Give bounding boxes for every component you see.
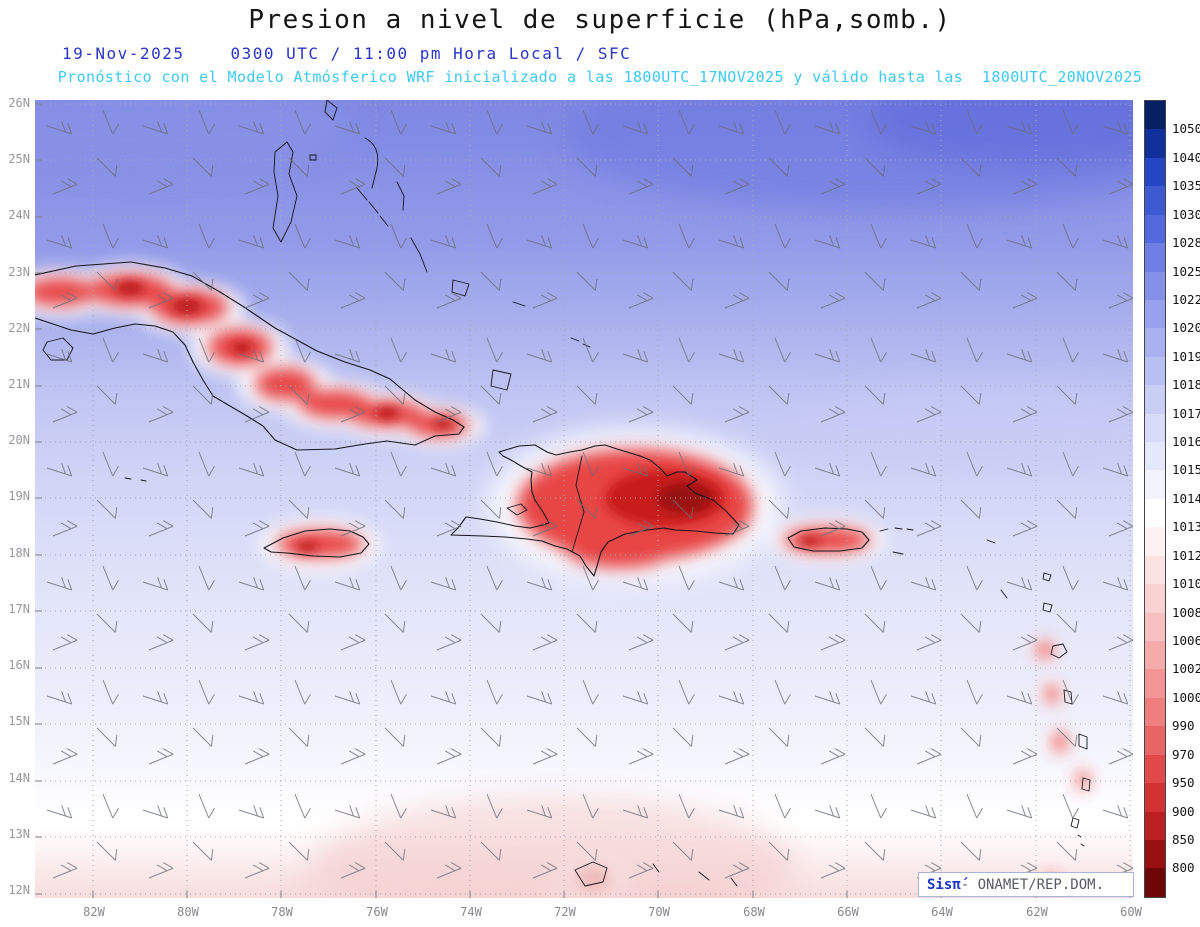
colorbar-tick-label: 850 — [1172, 831, 1195, 847]
colorbar-cell: 1015 — [1145, 442, 1200, 477]
colorbar-cell: 1000 — [1145, 669, 1200, 705]
lat-label: 18N — [8, 546, 30, 560]
lat-label: 15N — [8, 714, 30, 728]
colorbar-cell: 1012 — [1145, 527, 1200, 563]
lat-label: 22N — [8, 321, 30, 335]
pressure-map-canvas — [0, 60, 1200, 927]
colorbar-cell: 1022 — [1145, 271, 1200, 307]
colorbar-cell: 1025 — [1145, 243, 1200, 279]
lon-label: 70W — [648, 905, 670, 919]
colorbar-cell — [1145, 868, 1165, 897]
datetime-line: 19-Nov-2025 0300 UTC / 11:00 pm Hora Loc… — [0, 44, 1200, 63]
lon-label: 78W — [271, 905, 293, 919]
lat-label: 14N — [8, 771, 30, 785]
lat-label: 19N — [8, 489, 30, 503]
colorbar-tick-label: 1019 — [1172, 348, 1200, 364]
colorbar-tick-label: 1017 — [1172, 405, 1200, 421]
colorbar-cell: 850 — [1145, 811, 1195, 847]
lat-label: 25N — [8, 152, 30, 166]
lon-label: 80W — [177, 905, 199, 919]
colorbar-cell: 1013 — [1145, 498, 1200, 534]
colorbar-cell: 1040 — [1145, 129, 1200, 165]
colorbar-tick-label: 1014 — [1172, 490, 1200, 506]
colorbar-tick-label: 1040 — [1172, 149, 1200, 165]
colorbar-tick-label: 950 — [1172, 775, 1195, 791]
lat-label: 16N — [8, 658, 30, 672]
lon-label: 64W — [931, 905, 953, 919]
colorbar-tick-label: 1015 — [1172, 462, 1200, 478]
model-info-line: Pronóstico con el Modelo Atmósferico WRF… — [57, 68, 1143, 86]
forecast-time: 0300 UTC / 11:00 pm Hora Local / SFC — [230, 44, 632, 63]
colorbar-tick-label: 1013 — [1172, 519, 1200, 535]
lat-label: 23N — [8, 265, 30, 279]
lon-label: 66W — [837, 905, 859, 919]
colorbar-tick-label: 1008 — [1172, 604, 1200, 620]
lon-label: 82W — [83, 905, 105, 919]
colorbar-cell: 1030 — [1145, 186, 1200, 222]
colorbar-tick-label: 1035 — [1172, 178, 1200, 194]
colorbar-tick-label: 990 — [1172, 718, 1195, 734]
watermark-text: - ONAMET/REP.DOM. — [960, 876, 1105, 893]
lon-label: 72W — [554, 905, 576, 919]
lon-label: 74W — [460, 905, 482, 919]
watermark-brand: Sisπ́ — [927, 876, 961, 893]
lon-label: 60W — [1120, 905, 1142, 919]
colorbar-tick-label: 1022 — [1172, 291, 1200, 307]
lat-label: 12N — [8, 883, 30, 897]
lat-label: 21N — [8, 377, 30, 391]
forecast-date: 19-Nov-2025 — [62, 44, 185, 63]
colorbar-cell: 1028 — [1145, 214, 1200, 250]
colorbar-cell: 1002 — [1145, 641, 1200, 676]
lat-label: 26N — [8, 96, 30, 110]
colorbar-cell: 1006 — [1145, 612, 1200, 648]
colorbar-tick-label: 970 — [1172, 746, 1195, 762]
colorbar-tick-label: 1030 — [1172, 206, 1200, 222]
colorbar-tick-label: 1012 — [1172, 547, 1200, 563]
colorbar-cell: 1020 — [1145, 299, 1200, 335]
colorbar-tick-label: 1018 — [1172, 377, 1200, 393]
colorbar-cell: 1017 — [1145, 385, 1200, 421]
colorbar-tick-label: 1020 — [1172, 320, 1200, 336]
watermark: Sisπ́ - ONAMET/REP.DOM. — [918, 872, 1134, 897]
colorbar-cell: 800 — [1145, 839, 1195, 875]
colorbar-cell: 990 — [1145, 697, 1195, 733]
colorbar-cell: 1010 — [1145, 555, 1200, 591]
lat-label: 24N — [8, 208, 30, 222]
colorbar-tick-label: 1028 — [1172, 235, 1200, 251]
lat-label: 13N — [8, 827, 30, 841]
colorbar-cell: 1014 — [1145, 470, 1200, 506]
lon-label: 68W — [743, 905, 765, 919]
colorbar-tick-label: 1050 — [1172, 121, 1200, 137]
colorbar-tick-label: 1016 — [1172, 434, 1200, 450]
colorbar-tick-label: 900 — [1172, 803, 1195, 819]
colorbar-cell: 1018 — [1145, 356, 1200, 392]
page-title: Presion a nivel de superficie (hPa,somb.… — [248, 5, 952, 35]
lon-label: 62W — [1026, 905, 1048, 919]
colorbar-tick-label: 800 — [1172, 860, 1195, 876]
wind-barbs — [35, 100, 1133, 898]
colorbar-tick-label: 1000 — [1172, 689, 1200, 705]
lat-label: 17N — [8, 602, 30, 616]
colorbar-cell: 1050 — [1145, 101, 1200, 136]
surface-pressure-map — [0, 60, 1200, 927]
colorbar-cell: 970 — [1145, 726, 1195, 762]
colorbar-cell: 1008 — [1145, 584, 1200, 620]
lon-label: 76W — [366, 905, 388, 919]
colorbar-cell: 1016 — [1145, 413, 1200, 449]
colorbar-cell: 1019 — [1145, 328, 1200, 364]
lat-label: 20N — [8, 433, 30, 447]
colorbar-tick-label: 1025 — [1172, 263, 1200, 279]
colorbar-tick-label: 1006 — [1172, 633, 1200, 649]
colorbar-tick-label: 1002 — [1172, 661, 1200, 677]
colorbar-cell: 950 — [1145, 754, 1195, 790]
colorbar-tick-label: 1010 — [1172, 576, 1200, 592]
pressure-colorbar: 1050 1040 1035 1030 1028 1025 1022 1020 … — [1144, 100, 1200, 898]
colorbar-cell: 1035 — [1145, 157, 1200, 193]
colorbar-cell: 900 — [1145, 783, 1195, 819]
